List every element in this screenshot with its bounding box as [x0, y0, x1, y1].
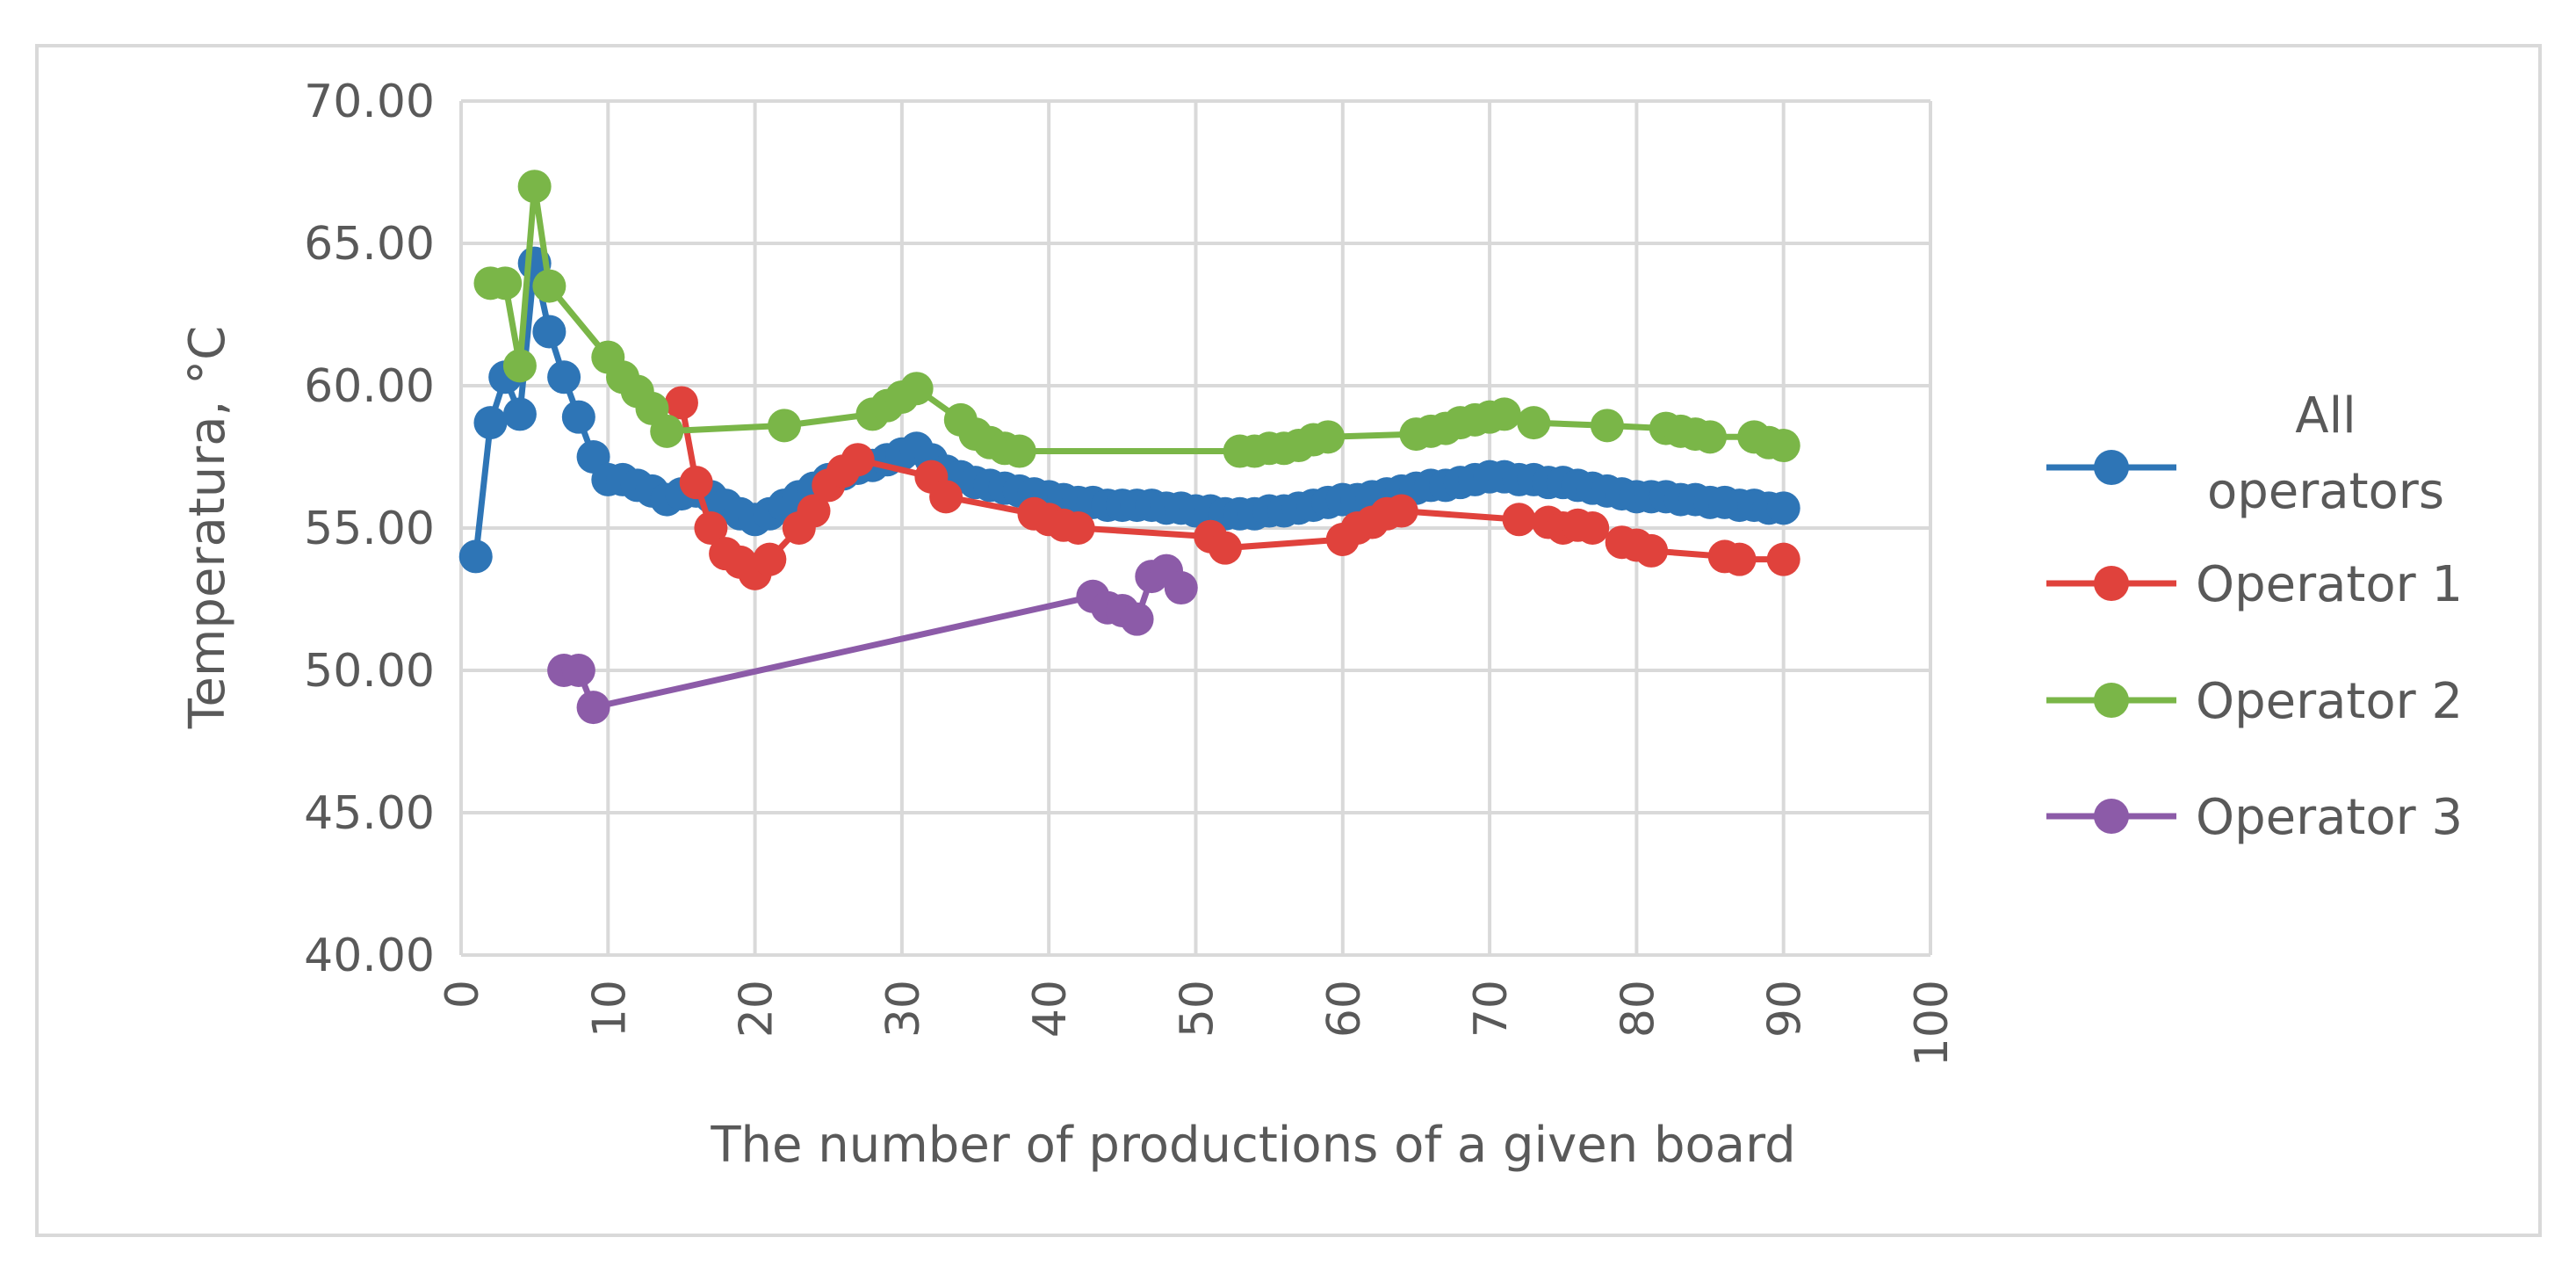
- data-point: [561, 400, 595, 434]
- x-tick-label: 80: [1612, 980, 1664, 1038]
- data-point: [1766, 491, 1800, 525]
- data-point: [502, 349, 537, 383]
- legend-swatch-marker: [2094, 683, 2129, 718]
- data-point: [1487, 397, 1521, 431]
- data-point: [1766, 542, 1800, 576]
- data-point: [650, 414, 684, 448]
- data-point: [1766, 429, 1800, 463]
- data-point: [502, 397, 537, 431]
- data-point: [532, 315, 566, 349]
- data-point: [547, 360, 581, 394]
- data-point: [1002, 434, 1036, 468]
- x-tick-label: 50: [1172, 980, 1224, 1038]
- data-point: [1576, 511, 1610, 545]
- data-point: [1061, 511, 1095, 545]
- series-operator-1: [664, 386, 1800, 590]
- x-axis-title: The number of productions of a given boa…: [710, 1117, 1795, 1174]
- data-point: [768, 409, 802, 443]
- data-point: [1693, 420, 1728, 454]
- data-point: [1208, 531, 1242, 565]
- data-point: [488, 266, 523, 300]
- x-tick-label: 90: [1759, 980, 1812, 1038]
- legend-label: Operator 1: [2196, 556, 2463, 613]
- data-point: [532, 269, 566, 303]
- legend-swatch-marker: [2094, 799, 2129, 834]
- data-point: [1517, 406, 1551, 440]
- x-tick-label: 0: [437, 980, 489, 1009]
- data-point: [1722, 542, 1757, 576]
- data-point: [679, 466, 713, 500]
- data-point: [1502, 503, 1536, 537]
- legend-swatch-marker: [2094, 566, 2129, 601]
- data-point: [1311, 420, 1346, 454]
- x-tick-label: 60: [1318, 980, 1371, 1038]
- data-point: [1120, 602, 1154, 636]
- data-point: [664, 386, 698, 420]
- data-point: [1634, 533, 1669, 568]
- legend-item: Operator 2: [2046, 673, 2463, 730]
- data-point: [473, 406, 508, 440]
- x-axis-ticks: 0 10 20 30 40 50 60 70 80 90 100: [437, 980, 1959, 1067]
- data-point: [1590, 409, 1624, 443]
- data-point: [1384, 494, 1418, 528]
- x-tick-label: 100: [1906, 980, 1959, 1067]
- legend-label: All: [2295, 387, 2356, 445]
- data-point: [841, 443, 875, 477]
- legend-item: Operator 3: [2046, 789, 2463, 846]
- y-tick-label: 70.00: [304, 76, 435, 128]
- data-point: [458, 539, 493, 574]
- x-tick-label: 30: [877, 980, 930, 1038]
- series-group: [458, 170, 1800, 725]
- y-tick-label: 55.00: [304, 503, 435, 555]
- x-tick-label: 70: [1465, 980, 1518, 1038]
- legend-label: Operator 3: [2196, 789, 2463, 846]
- data-point: [929, 480, 963, 514]
- legend-label: Operator 2: [2196, 673, 2463, 730]
- legend: All operators Operator 1 Operator 2 Operator…: [2046, 387, 2463, 846]
- y-tick-label: 40.00: [304, 930, 435, 982]
- x-tick-label: 10: [583, 980, 636, 1038]
- y-tick-label: 45.00: [304, 787, 435, 840]
- legend-label: operators: [2207, 463, 2444, 520]
- data-point: [517, 170, 552, 204]
- data-point: [899, 372, 934, 406]
- y-tick-label: 60.00: [304, 360, 435, 413]
- data-point: [561, 654, 595, 687]
- data-point: [694, 511, 728, 545]
- x-tick-label: 20: [731, 980, 783, 1038]
- series-operator-3: [547, 554, 1198, 725]
- data-point: [1164, 571, 1198, 605]
- y-axis-title: Temperatura, °C: [179, 326, 236, 730]
- y-tick-label: 65.00: [304, 218, 435, 271]
- y-axis-ticks: 40.00 45.00 50.00 55.00 60.00 65.00 70.00: [304, 76, 435, 982]
- legend-swatch-marker: [2094, 450, 2129, 485]
- legend-item: All operators: [2046, 387, 2444, 520]
- x-tick-label: 40: [1024, 980, 1077, 1038]
- series-operator-2: [473, 170, 1800, 468]
- data-point: [753, 542, 787, 576]
- data-point: [797, 494, 831, 528]
- legend-item: Operator 1: [2046, 556, 2463, 613]
- data-point: [576, 691, 610, 725]
- y-tick-label: 50.00: [304, 645, 435, 698]
